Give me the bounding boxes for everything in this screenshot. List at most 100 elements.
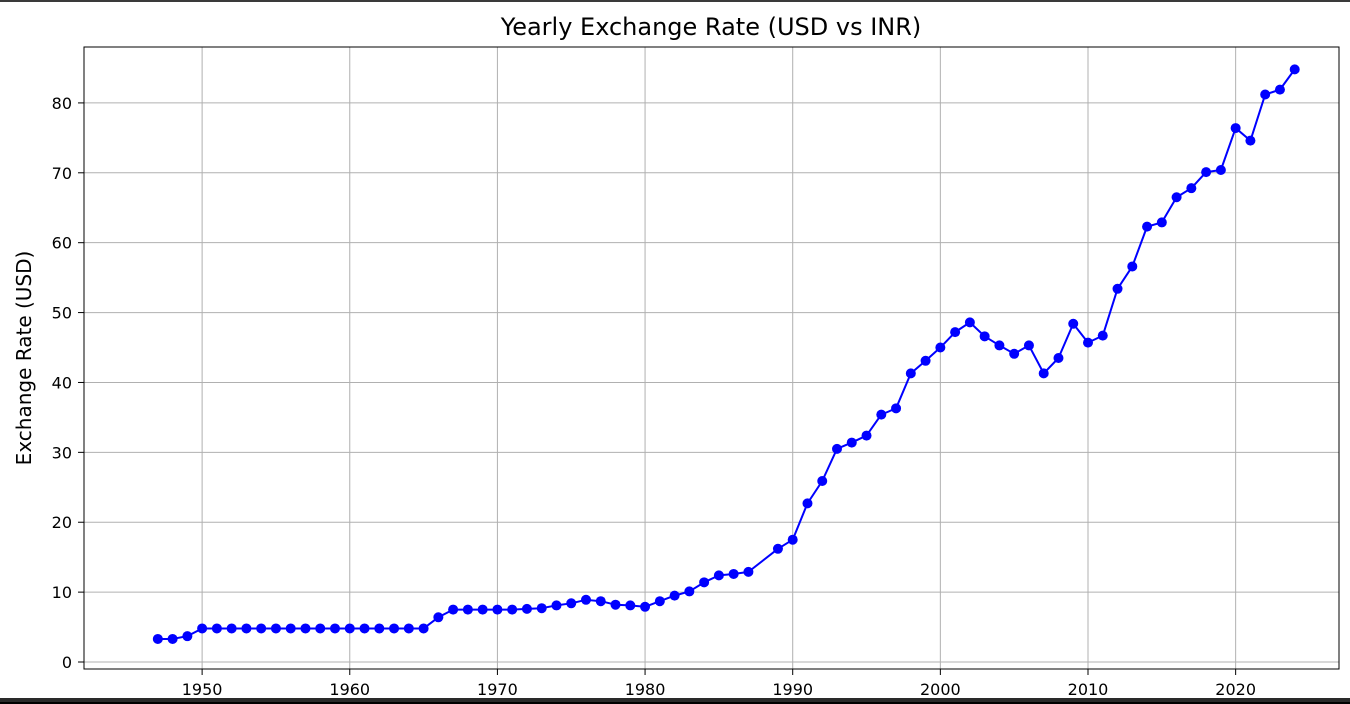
x-tick-label: 1990 — [772, 680, 813, 699]
data-point — [1201, 167, 1212, 178]
x-tick-label: 1960 — [329, 680, 370, 699]
data-point — [595, 596, 606, 607]
data-point — [256, 623, 267, 634]
data-point — [507, 604, 518, 615]
y-axis-label: Exchange Rate (USD) — [12, 251, 36, 466]
y-tick-label: 10 — [52, 583, 72, 602]
data-point — [787, 534, 798, 545]
data-point — [1186, 183, 1197, 194]
data-point — [389, 623, 400, 634]
data-point — [684, 586, 695, 597]
data-series — [152, 64, 1300, 644]
data-point — [920, 355, 931, 366]
data-point — [1245, 135, 1256, 146]
data-point — [344, 623, 355, 634]
data-point — [418, 623, 429, 634]
data-point — [1083, 337, 1093, 348]
data-point — [817, 476, 828, 487]
data-point — [876, 409, 887, 420]
data-point — [728, 568, 739, 579]
axis-ticks: 1950 1960 1970 1980 1990 2000 2010 2020 0 10 20 30 4… — [52, 94, 1256, 699]
data-point — [1274, 84, 1285, 95]
x-tick-label: 2020 — [1215, 680, 1256, 699]
data-point — [861, 430, 872, 441]
data-point — [1289, 64, 1300, 75]
x-tick-label: 1980 — [625, 680, 666, 699]
data-point — [1097, 330, 1108, 341]
data-point — [167, 633, 178, 644]
data-point — [905, 368, 916, 379]
data-point — [566, 598, 577, 609]
data-point — [1112, 283, 1123, 294]
plot-frame — [83, 46, 1340, 670]
grid-lines — [84, 47, 1339, 669]
data-point — [610, 599, 621, 610]
data-point — [1230, 123, 1241, 134]
data-point — [846, 437, 857, 448]
y-tick-label: 50 — [52, 304, 72, 323]
data-point — [152, 633, 163, 644]
y-tick-label: 0 — [62, 653, 72, 672]
y-tick-label: 20 — [52, 513, 72, 532]
data-point — [374, 623, 385, 634]
data-point — [477, 604, 488, 615]
data-point — [211, 623, 222, 634]
y-tick-label: 60 — [52, 234, 72, 253]
data-point — [1038, 368, 1049, 379]
x-tick-label: 2010 — [1068, 680, 1109, 699]
data-point — [1127, 261, 1138, 272]
data-point — [832, 443, 842, 454]
data-point — [772, 543, 783, 554]
data-point — [448, 604, 459, 615]
data-point — [270, 623, 281, 634]
y-tick-label: 70 — [52, 164, 72, 183]
y-tick-label: 80 — [52, 94, 72, 113]
data-point — [1171, 192, 1182, 203]
data-point — [315, 623, 326, 634]
data-point — [713, 570, 724, 581]
x-tick-label: 2000 — [920, 680, 961, 699]
chart-title: Yearly Exchange Rate (USD vs INR) — [500, 13, 922, 41]
x-tick-label: 1950 — [182, 680, 223, 699]
data-point — [359, 623, 370, 634]
data-point — [994, 340, 1005, 351]
data-point — [536, 603, 547, 614]
data-point — [743, 566, 754, 577]
data-point — [891, 403, 902, 414]
data-point — [699, 577, 710, 588]
data-point — [226, 623, 237, 634]
data-point — [625, 600, 636, 611]
y-tick-label: 40 — [52, 373, 72, 392]
data-point — [492, 604, 503, 615]
data-point — [950, 327, 961, 338]
data-point — [433, 612, 444, 623]
data-point — [1215, 165, 1226, 176]
data-point — [935, 342, 946, 353]
data-point — [1156, 217, 1167, 228]
data-point — [1023, 340, 1034, 351]
data-point — [640, 601, 651, 612]
plot-background — [84, 47, 1339, 669]
data-point — [285, 623, 296, 634]
data-point — [1142, 221, 1153, 232]
data-point — [979, 331, 990, 342]
data-point — [802, 498, 813, 509]
x-tick-label: 1970 — [477, 680, 518, 699]
data-point — [330, 623, 340, 634]
data-point — [300, 623, 311, 634]
data-point — [197, 623, 208, 634]
data-point — [1009, 348, 1020, 359]
data-point — [182, 631, 193, 642]
y-tick-label: 30 — [52, 443, 72, 462]
data-point — [964, 317, 975, 328]
data-point — [462, 604, 473, 615]
data-point — [669, 590, 680, 601]
data-point — [403, 623, 414, 634]
data-point — [1053, 353, 1064, 363]
data-point — [654, 596, 665, 607]
data-point — [1068, 318, 1079, 329]
data-point — [521, 603, 532, 614]
data-point — [551, 600, 562, 611]
